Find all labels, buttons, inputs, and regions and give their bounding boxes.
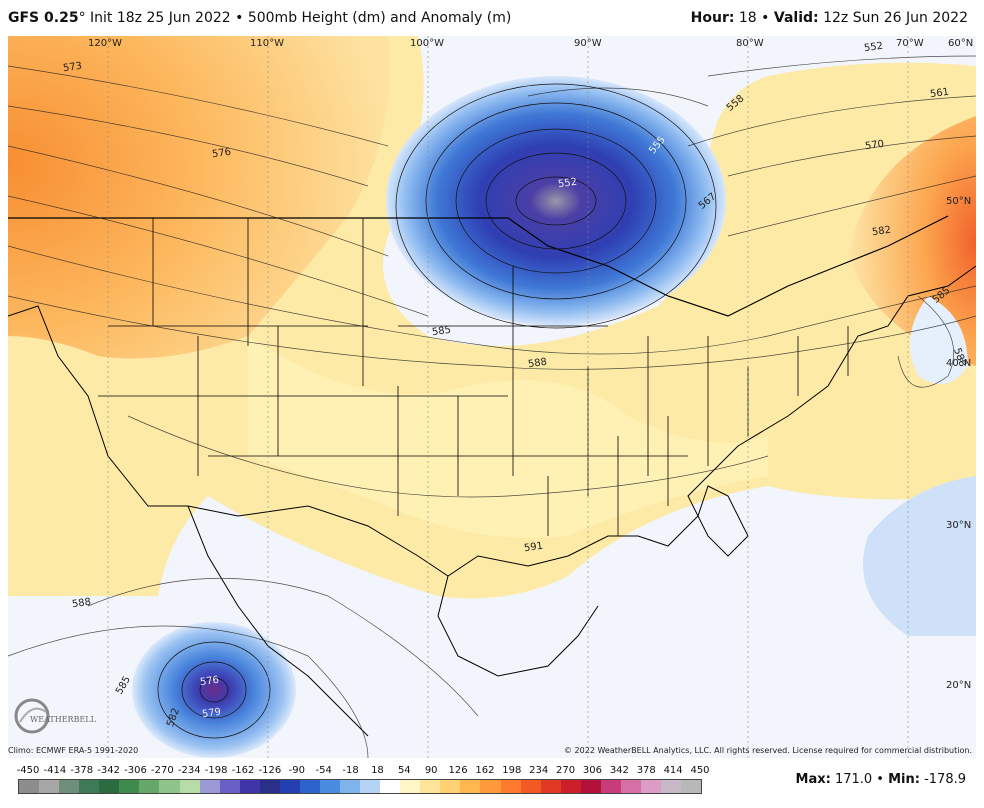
header-bar: GFS 0.25° Init 18z 25 Jun 2022 • 500mb H… <box>0 0 984 36</box>
colorbar-tick-label: 126 <box>448 765 468 776</box>
weather-map: 120°W 110°W 100°W 90°W 80°W 70°W 60°N 50… <box>8 36 976 758</box>
colorbar-tick-label: -198 <box>204 765 228 776</box>
colorbar-swatch <box>59 780 80 793</box>
svg-text:WEATHERBELL: WEATHERBELL <box>30 715 97 724</box>
colorbar-tick-label: 234 <box>529 765 549 776</box>
colorbar-swatch <box>179 780 200 793</box>
colorbar-tick-label: -378 <box>70 765 94 776</box>
colorbar-swatch <box>139 780 160 793</box>
colorbar-swatch <box>420 780 441 793</box>
colorbar-swatch <box>19 780 40 793</box>
chart-title: GFS 0.25° Init 18z 25 Jun 2022 • 500mb H… <box>8 10 512 26</box>
colorbar-tick-label: 270 <box>556 765 576 776</box>
colorbar-tick-label: -414 <box>43 765 67 776</box>
weatherbell-logo: WEATHERBELL <box>14 698 97 734</box>
colorbar-swatch <box>299 780 320 793</box>
colorbar-swatch <box>79 780 100 793</box>
colorbar-swatch <box>661 780 682 793</box>
colorbar-tick-label: 162 <box>475 765 495 776</box>
colorbar-swatch <box>681 780 702 793</box>
colorbar-swatch <box>279 780 300 793</box>
colorbar-swatch <box>360 780 381 793</box>
colorbar-tick-label: -126 <box>258 765 282 776</box>
colorbar-swatch <box>159 780 180 793</box>
copyright-note: © 2022 WeatherBELL Analytics, LLC. All r… <box>564 746 972 755</box>
colorbar-tick-label: -270 <box>151 765 174 776</box>
longitude-label: 110°W <box>250 38 284 49</box>
colorbar-tick-label: 414 <box>663 765 683 776</box>
latitude-label: 30°N <box>946 520 972 531</box>
colorbar-tick-label: 54 <box>397 765 411 776</box>
colorbar-swatch <box>500 780 521 793</box>
colorbar-tick-label: 198 <box>502 765 522 776</box>
colorbar-tick-label: -18 <box>342 765 359 776</box>
colorbar-tick-label: 18 <box>371 765 384 776</box>
colorbar-swatch <box>600 780 621 793</box>
latitude-label: 20°N <box>946 680 972 691</box>
colorbar-swatch <box>480 780 501 793</box>
longitude-label: 90°W <box>574 38 602 49</box>
colorbar-swatch <box>119 780 140 793</box>
colorbar-swatch <box>259 780 280 793</box>
colorbar-tick-label: -54 <box>315 765 332 776</box>
colorbar-swatch <box>580 780 601 793</box>
colorbar-swatch <box>199 780 220 793</box>
colorbar-tick-label: 90 <box>424 765 438 776</box>
longitude-label: 70°W <box>896 38 924 49</box>
map-graphic <box>8 36 976 758</box>
colorbar-swatch <box>340 780 361 793</box>
colorbar-tick-label: -450 <box>16 765 40 776</box>
colorbar-swatch <box>319 780 340 793</box>
max-min-readout: Max: 171.0 • Min: -178.9 <box>795 772 966 787</box>
longitude-label: 80°W <box>736 38 764 49</box>
colorbar <box>18 779 702 794</box>
colorbar-tick-label: -342 <box>97 765 120 776</box>
colorbar-ticks: -450 -414 -378 -342 -306 -270 -234 -198 -162 -126… <box>16 765 710 777</box>
colorbar-swatch <box>460 780 481 793</box>
colorbar-tick-label: 342 <box>609 765 629 776</box>
colorbar-swatch <box>400 780 421 793</box>
latitude-label: 40°N <box>946 358 972 369</box>
colorbar-tick-label: -90 <box>288 765 305 776</box>
colorbar-tick-label: -162 <box>231 765 255 776</box>
colorbar-swatch <box>560 780 581 793</box>
latitude-label: 60°N <box>948 38 974 49</box>
colorbar-swatch <box>640 780 661 793</box>
model-name: GFS 0.25 <box>8 10 79 26</box>
longitude-label: 100°W <box>410 38 444 49</box>
colorbar-tick-label: -306 <box>124 765 147 776</box>
init-text: Init 18z 25 Jun 2022 • 500mb Height (dm)… <box>85 10 512 26</box>
latitude-label: 50°N <box>946 196 972 207</box>
colorbar-tick-label: 378 <box>636 765 656 776</box>
colorbar-swatch <box>440 780 461 793</box>
colorbar-swatch <box>39 780 60 793</box>
colorbar-swatch <box>620 780 641 793</box>
colorbar-tick-label: 306 <box>582 765 603 776</box>
colorbar-swatch <box>239 780 260 793</box>
colorbar-swatch <box>99 780 120 793</box>
colorbar-tick-label: 450 <box>690 765 710 776</box>
colorbar-swatch <box>520 780 541 793</box>
colorbar-tick-label: -234 <box>177 765 201 776</box>
longitude-label: 120°W <box>88 38 122 49</box>
colorbar-swatch <box>540 780 561 793</box>
valid-time: Hour: 18 • Valid: 12z Sun 26 Jun 2022 <box>690 10 968 26</box>
colorbar-swatch <box>219 780 240 793</box>
colorbar-swatch <box>380 780 401 793</box>
climo-note: Climo: ECMWF ERA-5 1991-2020 <box>8 746 139 755</box>
